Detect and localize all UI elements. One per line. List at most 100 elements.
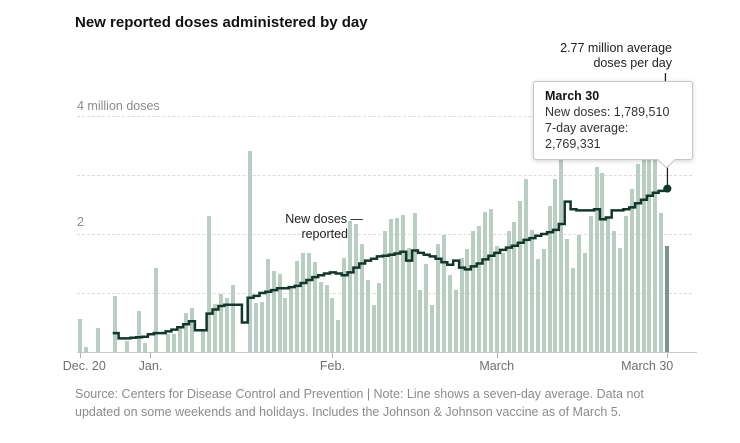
y-axis-label-4m: 4 million doses: [77, 99, 164, 113]
bar-day-96[interactable]: [641, 153, 646, 352]
bar-day-13[interactable]: [154, 267, 159, 352]
bar-day-89[interactable]: [600, 173, 605, 352]
bar-day-76[interactable]: [524, 179, 529, 352]
annotation-new-doses-line2: reported: [301, 227, 348, 241]
bar-day-93[interactable]: [623, 216, 628, 352]
x-tick-2: [332, 353, 334, 358]
bar-day-79[interactable]: [541, 248, 546, 352]
bar-day-64[interactable]: [453, 290, 458, 352]
bar-day-48[interactable]: [359, 244, 364, 352]
x-tick-0: [80, 353, 81, 358]
bar-day-77[interactable]: [529, 229, 534, 352]
bar-day-43[interactable]: [330, 297, 335, 352]
bar-day-50[interactable]: [371, 304, 376, 352]
bar-day-80[interactable]: [547, 205, 552, 352]
bar-day-91[interactable]: [612, 231, 617, 352]
bar-day-75[interactable]: [518, 200, 523, 352]
bar-day-52[interactable]: [383, 231, 388, 352]
bar-day-97[interactable]: [647, 147, 652, 352]
bar-day-63[interactable]: [447, 275, 452, 352]
bar-day-100[interactable]: [665, 246, 669, 352]
bar-day-45[interactable]: [342, 257, 347, 352]
bar-day-71[interactable]: [494, 245, 499, 352]
bar-day-41[interactable]: [318, 282, 323, 352]
bar-day-49[interactable]: [365, 280, 370, 352]
bar-day-31[interactable]: [259, 301, 264, 352]
bar-day-26[interactable]: [230, 285, 235, 352]
bar-day-86[interactable]: [582, 253, 587, 352]
bar-day-67[interactable]: [471, 231, 476, 352]
bar-day-51[interactable]: [377, 282, 382, 352]
bar-day-73[interactable]: [506, 231, 511, 352]
bar-day-11[interactable]: [142, 343, 147, 352]
bar-day-70[interactable]: [488, 208, 493, 352]
bar-day-90[interactable]: [606, 216, 611, 352]
annotation-average-line1: 2.77 million average: [560, 41, 672, 55]
bar-day-8[interactable]: [124, 340, 129, 352]
bar-day-57[interactable]: [412, 213, 417, 352]
bar-day-23[interactable]: [213, 303, 217, 352]
source-note: Source: Centers for Disease Control and …: [75, 386, 715, 421]
bar-day-18[interactable]: [183, 313, 188, 352]
bar-day-88[interactable]: [594, 167, 599, 352]
bar-day-3[interactable]: [95, 327, 100, 352]
bar-day-30[interactable]: [254, 303, 259, 352]
bar-day-39[interactable]: [306, 252, 311, 352]
gridline-3m: [77, 175, 692, 176]
bar-day-81[interactable]: [553, 179, 558, 352]
bar-day-78[interactable]: [535, 258, 540, 352]
source-note-line1: Source: Centers for Disease Control and …: [75, 387, 644, 401]
bar-day-74[interactable]: [512, 221, 517, 352]
bar-day-1[interactable]: [83, 346, 88, 352]
bar-day-58[interactable]: [418, 290, 423, 352]
bar-day-17[interactable]: [177, 326, 182, 352]
bar-day-72[interactable]: [500, 252, 505, 352]
bar-day-15[interactable]: [166, 334, 171, 352]
bar-day-82[interactable]: [559, 142, 564, 352]
bar-day-65[interactable]: [459, 257, 464, 352]
bar-day-83[interactable]: [565, 238, 570, 352]
bar-day-0[interactable]: [78, 318, 82, 352]
bar-day-53[interactable]: [389, 219, 394, 352]
bar-day-33[interactable]: [271, 270, 276, 352]
bar-day-85[interactable]: [576, 235, 581, 352]
bar-day-24[interactable]: [218, 293, 223, 352]
bar-day-94[interactable]: [629, 188, 634, 352]
bar-day-69[interactable]: [483, 211, 488, 352]
bar-day-36[interactable]: [289, 287, 294, 352]
bar-day-56[interactable]: [406, 247, 411, 352]
bar-day-99[interactable]: [659, 213, 664, 352]
bar-day-84[interactable]: [571, 268, 576, 352]
bar-day-62[interactable]: [441, 235, 446, 352]
bar-day-66[interactable]: [465, 249, 470, 352]
bar-day-38[interactable]: [301, 252, 306, 352]
bar-day-37[interactable]: [295, 260, 300, 352]
bar-day-22[interactable]: [207, 216, 212, 352]
bar-day-32[interactable]: [265, 258, 270, 352]
bar-day-54[interactable]: [394, 218, 399, 352]
bar-day-16[interactable]: [171, 333, 176, 352]
bar-day-95[interactable]: [635, 164, 640, 352]
bar-day-92[interactable]: [618, 247, 623, 352]
bar-day-10[interactable]: [136, 311, 141, 352]
bar-day-19[interactable]: [189, 308, 194, 352]
bar-day-60[interactable]: [430, 304, 435, 352]
bar-day-34[interactable]: [277, 273, 282, 352]
bar-day-98[interactable]: [653, 160, 658, 352]
bar-day-42[interactable]: [324, 285, 329, 352]
bar-day-35[interactable]: [283, 297, 288, 352]
bar-day-55[interactable]: [400, 214, 405, 352]
bar-day-61[interactable]: [436, 244, 441, 352]
bar-day-47[interactable]: [353, 223, 358, 352]
bar-day-68[interactable]: [477, 226, 482, 352]
bar-day-40[interactable]: [312, 262, 317, 352]
bar-day-6[interactable]: [113, 295, 118, 352]
bar-day-25[interactable]: [224, 298, 229, 352]
bar-day-87[interactable]: [588, 216, 593, 352]
bar-day-59[interactable]: [424, 263, 429, 352]
bar-day-44[interactable]: [336, 319, 341, 352]
annotation-new-doses: New doses — reported: [266, 212, 363, 242]
bar-day-29[interactable]: [248, 150, 253, 352]
bar-day-21[interactable]: [201, 329, 206, 352]
annotation-average-doses: 2.77 million average doses per day: [560, 41, 672, 71]
